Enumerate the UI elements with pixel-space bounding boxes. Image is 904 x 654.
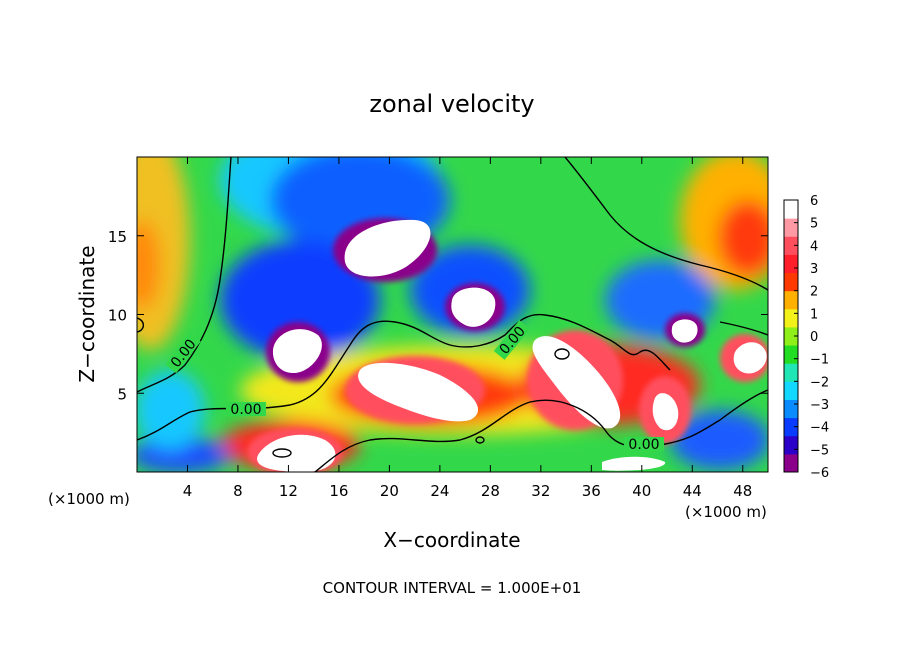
contour-small-2 [272,448,292,458]
colorbar-label: −3 [810,398,829,413]
y-axis-label: Z−coordinate [75,245,99,382]
contour-zero-lower [314,389,768,472]
x-axis-unit: (×1000 m) [685,503,767,521]
cell-negative-4 [671,319,698,343]
x-axis-label: X−coordinate [383,528,520,552]
colorbar-label: −5 [810,443,829,458]
x-tick-label: 8 [233,482,243,500]
colorbar-swatch [784,399,798,419]
colorbar-label: 5 [810,217,818,232]
colorbar-swatch [784,200,798,219]
colorbar-label: −2 [810,375,829,390]
y-tick-label: 15 [108,228,127,246]
colorbar-label: 6 [810,194,818,209]
x-axis-ticks: 4 8 12 16 20 24 28 32 36 40 44 48 [183,157,752,500]
contour-label-group: 0.00 0.00 0.00 0.00 [165,320,664,453]
cell-positive-4 [257,434,336,472]
contour-label-bg-2 [226,402,266,416]
colorbar-label: 4 [810,239,818,254]
cell-positive-6 [602,456,666,471]
contour-small-3 [475,436,485,444]
contour-small-1 [554,348,570,360]
contour-lines [137,157,768,472]
region-upper-right-red [718,200,768,276]
y-tick-label: 5 [117,385,127,403]
contour-label-2: 0.00 [230,402,261,418]
contour-label-bg-1 [165,332,201,374]
colorbar-swatch [784,308,798,328]
cell-positive-2 [532,336,621,429]
y-axis-unit: (×1000 m) [48,490,130,508]
y-axis-ticks: 5 10 15 [108,228,768,403]
cell-positive-1 [358,362,479,422]
x-tick-label: 44 [683,482,702,500]
x-tick-label: 48 [733,482,752,500]
region-mid-blue [220,240,380,360]
colorbar-swatch [784,381,798,400]
colorbar-swatch [784,236,798,255]
x-tick-label: 32 [531,482,550,500]
colorbar-swatch [784,272,798,292]
x-tick-label: 28 [481,482,500,500]
x-tick-label: 4 [183,482,193,500]
y-tick-label: 10 [108,307,127,325]
x-tick-label: 40 [632,482,651,500]
contour-interval-note: CONTOUR INTERVAL = 1.000E+01 [323,579,582,597]
contour-zero-right-notch [719,321,768,336]
region-upper-left-orange [137,220,160,310]
region-left-cyan [137,370,205,450]
colorbar-swatch [784,290,798,310]
x-tick-label: 36 [582,482,601,500]
heatmap-saturated-cells [257,219,767,472]
colorbar: 6 5 4 3 2 1 0 −1 −2 −3 −4 −5 −6 [783,194,829,481]
colorbar-swatch [784,363,798,382]
colorbar-swatch [784,254,798,274]
cell-negative-2 [451,287,496,327]
x-tick-label: 12 [279,482,298,500]
contour-zero-upper-right [564,157,768,291]
colorbar-swatch [784,417,798,437]
colorbar-label: 1 [810,307,818,322]
colorbar-label: 2 [810,285,818,300]
x-tick-label: 20 [380,482,399,500]
colorbar-label: 3 [810,262,818,277]
colorbar-swatch [784,435,798,455]
contour-label-bg-3 [493,320,531,360]
colorbar-swatch [784,345,798,364]
contour-zero-left-notch [137,317,145,333]
colorbar-label: −1 [810,353,829,368]
contour-label-4: 0.00 [628,437,659,453]
colorbar-swatch [784,218,798,237]
cell-positive-3 [733,342,767,374]
region-bottom-right-blue [670,410,768,470]
cell-negative-1 [344,219,431,277]
colorbar-label: −6 [810,466,829,481]
contour-zero-left [137,157,232,393]
colorbar-swatch [784,453,798,473]
colorbar-label: −4 [810,421,829,436]
colorbar-swatch [784,326,798,346]
colorbar-label: 0 [810,330,818,345]
cell-negative-3 [272,329,322,374]
cell-positive-5 [652,393,679,431]
heatmap-field [137,157,768,472]
x-tick-label: 16 [329,482,348,500]
chart-title: zonal velocity [369,90,534,118]
x-tick-label: 24 [430,482,449,500]
contour-label-bg-4 [624,437,664,451]
